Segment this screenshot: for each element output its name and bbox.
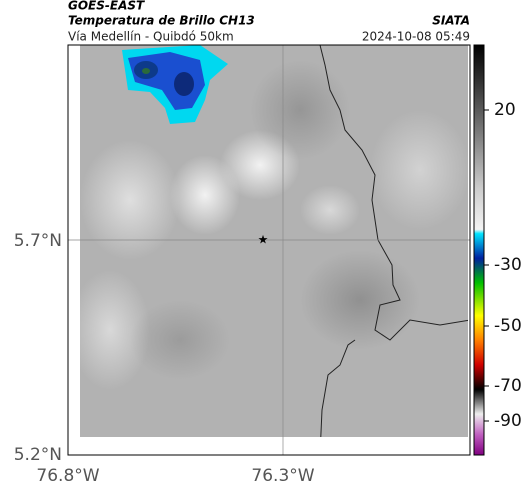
- colorbar-labels: 20 -30 -50 -70 -90: [484, 100, 522, 431]
- lon-label: 76.3°W: [251, 466, 314, 486]
- colorbar-label: -90: [494, 411, 522, 431]
- route: Vía Medellín - Quibdó 50km: [68, 30, 234, 44]
- colorbar-label: 20: [494, 100, 516, 120]
- satellite-image: [80, 45, 468, 437]
- lon-label: 76.8°W: [36, 466, 99, 486]
- lat-label: 5.2°N: [14, 445, 62, 465]
- source: SIATA: [432, 14, 470, 28]
- timestamp: 2024-10-08 05:49: [362, 30, 470, 44]
- lat-label: 5.7°N: [14, 231, 62, 251]
- colorbar-label: -50: [494, 316, 522, 336]
- colorbar-label: -70: [494, 376, 522, 396]
- map-frame: [67, 44, 471, 456]
- location-star: ★: [258, 233, 269, 247]
- product: Temperatura de Brillo CH13: [68, 14, 255, 28]
- satellite: GOES-EAST: [68, 0, 145, 13]
- colorbar: [473, 44, 485, 456]
- colorbar-label: -30: [494, 255, 522, 275]
